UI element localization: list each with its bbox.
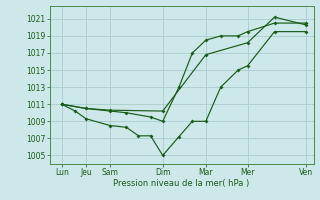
X-axis label: Pression niveau de la mer( hPa ): Pression niveau de la mer( hPa ) <box>114 179 250 188</box>
